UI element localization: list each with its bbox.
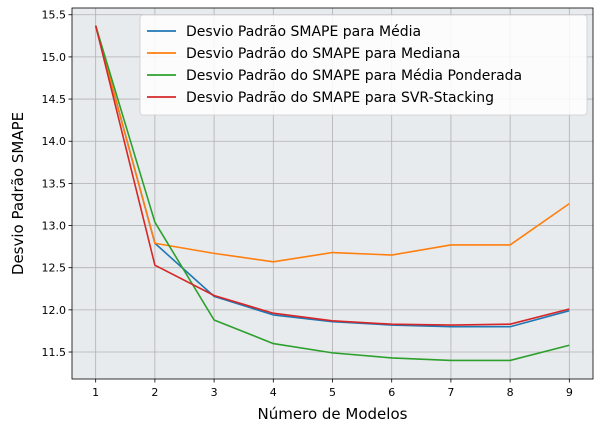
y-axis-label: Desvio Padrão SMAPE bbox=[9, 112, 27, 275]
x-tick-label: 6 bbox=[388, 386, 395, 399]
series-lines bbox=[94, 25, 570, 362]
legend-label: Desvio Padrão do SMAPE para Mediana bbox=[186, 46, 460, 62]
y-tick-label: 15.5 bbox=[42, 9, 67, 22]
legend-label: Desvio Padrão do SMAPE para SVR-Stacking bbox=[186, 90, 494, 106]
legend-label: Desvio Padrão SMAPE para Média bbox=[186, 24, 421, 40]
series-line-4 bbox=[94, 25, 570, 326]
x-tick-label: 1 bbox=[92, 386, 99, 399]
x-tick-label: 8 bbox=[507, 386, 514, 399]
x-tick-label: 5 bbox=[329, 386, 336, 399]
y-tick-label: 13.5 bbox=[42, 177, 67, 190]
y-tick-label: 13.0 bbox=[42, 220, 67, 233]
y-tick-label: 15.0 bbox=[42, 51, 67, 64]
y-tick-label: 14.5 bbox=[42, 93, 67, 106]
legend-box bbox=[139, 14, 588, 116]
x-tick-label: 9 bbox=[566, 386, 573, 399]
x-axis-ticks: 1 2 3 4 5 6 7 8 9 bbox=[92, 379, 573, 399]
x-axis-label: Número de Modelos bbox=[258, 405, 408, 423]
y-tick-label: 12.5 bbox=[42, 262, 67, 275]
legend-label: Desvio Padrão do SMAPE para Média Ponder… bbox=[186, 68, 522, 84]
x-tick-label: 2 bbox=[151, 386, 158, 399]
series-line-1 bbox=[94, 25, 570, 328]
y-tick-label: 11.5 bbox=[42, 346, 67, 359]
series-line-3 bbox=[94, 25, 570, 362]
x-tick-label: 4 bbox=[270, 386, 277, 399]
x-tick-label: 7 bbox=[447, 386, 454, 399]
y-tick-label: 12.0 bbox=[42, 304, 67, 317]
y-axis-ticks: 11.5 12.0 12.5 13.0 13.5 14.0 14.5 15.0 15.5 bbox=[42, 9, 72, 359]
y-tick-label: 14.0 bbox=[42, 135, 67, 148]
series-line-2 bbox=[94, 25, 570, 263]
legend: Desvio Padrão SMAPE para Média Desvio Pad… bbox=[139, 14, 588, 116]
x-tick-label: 3 bbox=[211, 386, 218, 399]
